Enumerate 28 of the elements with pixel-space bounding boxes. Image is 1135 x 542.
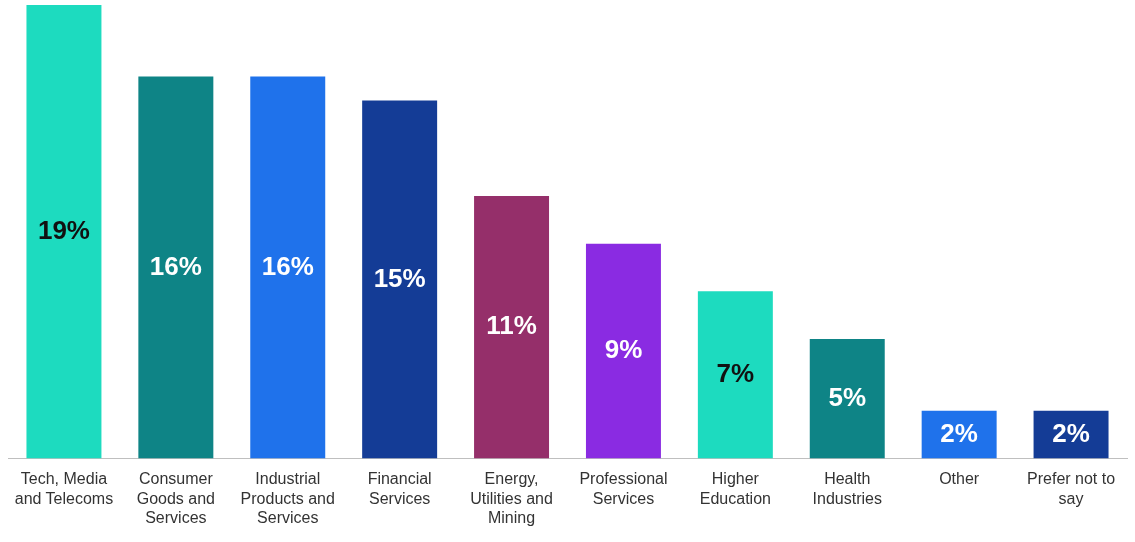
x-tick-label: Tech, Media and Telecoms [14, 470, 114, 507]
data-label: 2% [940, 417, 978, 448]
bar [250, 76, 326, 459]
data-label: 9% [604, 334, 643, 365]
x-tick-label: Higher Education [699, 470, 771, 507]
x-tick-label: Health Industries [812, 470, 882, 507]
x-tick-label: Other [939, 470, 980, 488]
data-label: 11% [486, 310, 537, 341]
bar [697, 291, 773, 459]
x-tick-label: Prefer not to say [1027, 470, 1116, 507]
bar [362, 100, 438, 459]
bar [474, 195, 550, 459]
x-tick-label: Consumer Goods and Services [136, 470, 215, 526]
data-label: 2% [1052, 417, 1090, 448]
x-tick-label: Industrial Products and Services [240, 470, 335, 526]
bar [585, 243, 661, 459]
data-label: 7% [716, 358, 755, 389]
data-label: 15% [373, 262, 426, 293]
bar [138, 76, 214, 459]
data-label: 19% [37, 214, 90, 245]
data-label: 16% [149, 250, 202, 281]
x-tick-label: Energy, Utilities and Mining [470, 470, 553, 526]
data-label: 16% [261, 250, 314, 281]
data-label: 5% [828, 381, 867, 412]
bar [809, 339, 885, 459]
x-tick-label: Professional Services [579, 470, 668, 507]
bar [26, 5, 102, 459]
x-tick-label: Financial Services [367, 470, 432, 507]
